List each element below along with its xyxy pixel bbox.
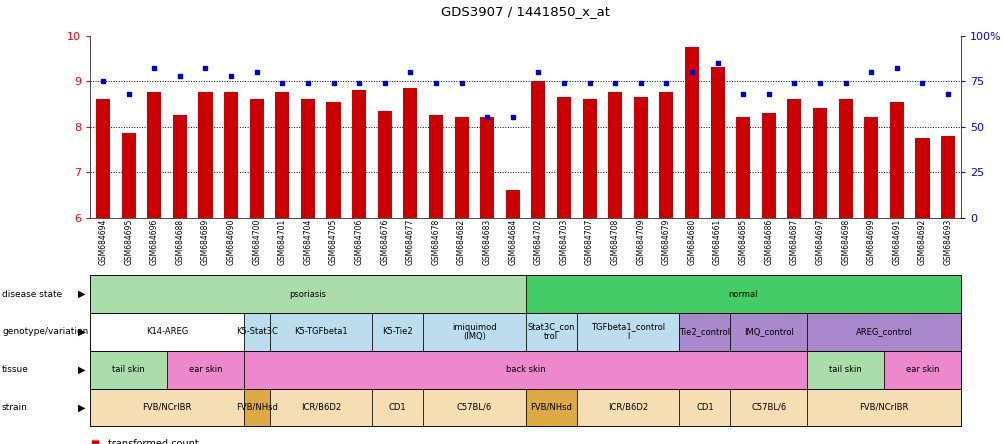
Text: imiquimod
(IMQ): imiquimod (IMQ) (452, 322, 496, 341)
Bar (403, 88, 417, 218)
Bar (915, 138, 929, 218)
Text: K5-TGFbeta1: K5-TGFbeta1 (294, 327, 347, 337)
Text: tail skin: tail skin (829, 365, 861, 374)
Text: K5-Stat3C: K5-Stat3C (235, 327, 278, 337)
Text: normal: normal (727, 289, 758, 299)
Bar (301, 99, 315, 218)
Bar (480, 118, 494, 218)
Bar (889, 102, 903, 218)
Text: Stat3C_con
trol: Stat3C_con trol (527, 322, 574, 341)
Text: FVB/NHsd: FVB/NHsd (235, 403, 278, 412)
Text: ICR/B6D2: ICR/B6D2 (301, 403, 341, 412)
Bar (735, 118, 749, 218)
Bar (96, 99, 110, 218)
Text: ear skin: ear skin (188, 365, 222, 374)
Bar (223, 92, 237, 218)
Text: CD1: CD1 (695, 403, 712, 412)
Bar (531, 81, 545, 218)
Bar (582, 99, 596, 218)
Bar (198, 92, 212, 218)
Text: Tie2_control: Tie2_control (678, 327, 729, 337)
Bar (940, 136, 954, 218)
Text: genotype/variation: genotype/variation (2, 327, 88, 337)
Text: TGFbeta1_control
l: TGFbeta1_control l (590, 322, 664, 341)
Text: FVB/NCrIBR: FVB/NCrIBR (859, 403, 908, 412)
Bar (607, 92, 621, 218)
Bar (429, 115, 443, 218)
Text: FVB/NHsd: FVB/NHsd (530, 403, 571, 412)
Bar (327, 102, 341, 218)
Text: FVB/NCrIBR: FVB/NCrIBR (142, 403, 191, 412)
Text: IMQ_control: IMQ_control (743, 327, 793, 337)
Bar (352, 90, 366, 218)
Text: CD1: CD1 (389, 403, 406, 412)
Text: AREG_control: AREG_control (855, 327, 912, 337)
Bar (762, 113, 776, 218)
Text: C57BL/6: C57BL/6 (750, 403, 786, 412)
Bar (684, 47, 698, 218)
Text: ▶: ▶ (78, 289, 85, 299)
Bar (556, 97, 570, 218)
Text: ICR/B6D2: ICR/B6D2 (607, 403, 647, 412)
Text: K5-Tie2: K5-Tie2 (382, 327, 413, 337)
Bar (147, 92, 161, 218)
Text: transformed count: transformed count (108, 439, 198, 444)
Bar (249, 99, 264, 218)
Bar (658, 92, 672, 218)
Bar (121, 133, 135, 218)
Text: strain: strain (2, 403, 28, 412)
Text: back skin: back skin (505, 365, 545, 374)
Bar (172, 115, 186, 218)
Text: ▶: ▶ (78, 365, 85, 375)
Text: C57BL/6: C57BL/6 (456, 403, 492, 412)
Text: ear skin: ear skin (905, 365, 938, 374)
Text: tissue: tissue (2, 365, 29, 374)
Bar (633, 97, 647, 218)
Text: K14-AREG: K14-AREG (146, 327, 188, 337)
Bar (454, 118, 468, 218)
Text: GDS3907 / 1441850_x_at: GDS3907 / 1441850_x_at (441, 5, 609, 18)
Bar (864, 118, 878, 218)
Text: tail skin: tail skin (112, 365, 145, 374)
Bar (275, 92, 289, 218)
Bar (505, 190, 519, 218)
Bar (378, 111, 392, 218)
Text: disease state: disease state (2, 289, 62, 299)
Text: ▶: ▶ (78, 327, 85, 337)
Bar (787, 99, 801, 218)
Text: ■: ■ (90, 439, 99, 444)
Bar (838, 99, 852, 218)
Bar (813, 108, 827, 218)
Text: psoriasis: psoriasis (290, 289, 326, 299)
Text: ▶: ▶ (78, 402, 85, 412)
Bar (709, 67, 723, 218)
